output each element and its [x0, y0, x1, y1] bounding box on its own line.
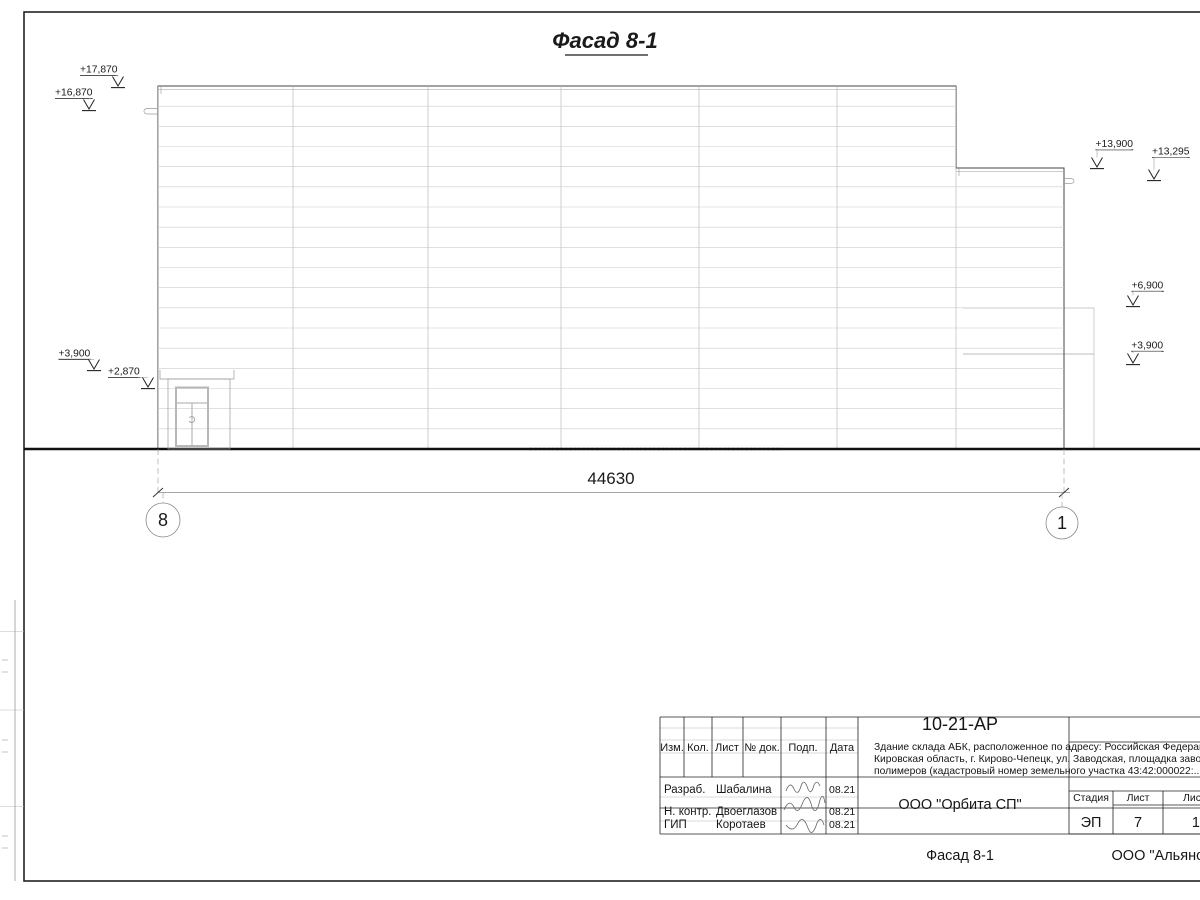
svg-text:ГИП: ГИП — [664, 819, 687, 831]
svg-text:8: 8 — [158, 510, 168, 530]
svg-text:Дата: Дата — [830, 742, 855, 754]
svg-text:Подп.: Подп. — [788, 742, 817, 754]
svg-text:Лист: Лист — [1127, 792, 1150, 804]
svg-text:ООО "Орбита СП": ООО "Орбита СП" — [898, 797, 1021, 813]
svg-text:ООО "Альянс": ООО "Альянс" — [1112, 848, 1200, 864]
svg-text:Листов: Листов — [1183, 792, 1200, 804]
svg-text:ЭП: ЭП — [1081, 815, 1102, 831]
svg-text:Фасад 8-1: Фасад 8-1 — [552, 28, 657, 53]
svg-text:+13,900: +13,900 — [1096, 139, 1134, 150]
svg-text:+16,870: +16,870 — [55, 88, 93, 99]
svg-text:Разраб.: Разраб. — [664, 784, 705, 796]
svg-text:08.21: 08.21 — [829, 784, 855, 796]
svg-text:полимеров (кадастровый номер з: полимеров (кадастровый номер земельного … — [874, 766, 1200, 777]
svg-text:08.21: 08.21 — [829, 806, 855, 818]
svg-text:Стадия: Стадия — [1073, 792, 1109, 804]
svg-text:Н. контр.: Н. контр. — [664, 806, 711, 818]
svg-text:7: 7 — [1134, 815, 1142, 831]
svg-text:44630: 44630 — [587, 469, 634, 488]
svg-text:+3,900: +3,900 — [1131, 340, 1163, 351]
svg-text:17: 17 — [1192, 815, 1200, 831]
svg-text:08.21: 08.21 — [829, 819, 855, 831]
svg-text:+13,295: +13,295 — [1152, 146, 1190, 157]
svg-text:№ док.: № док. — [744, 742, 779, 754]
svg-text:Изм.: Изм. — [660, 742, 684, 754]
svg-text:Лист: Лист — [715, 742, 739, 754]
svg-text:+3,900: +3,900 — [59, 348, 91, 359]
svg-text:1: 1 — [1057, 513, 1067, 533]
svg-text:Кол.: Кол. — [687, 742, 709, 754]
svg-text:Коротаев: Коротаев — [716, 819, 766, 831]
svg-text:+6,900: +6,900 — [1132, 280, 1164, 291]
svg-text:+17,870: +17,870 — [80, 65, 118, 76]
svg-text:Шабалина: Шабалина — [716, 784, 772, 796]
svg-text:Здание склада АБК, расположенн: Здание склада АБК, расположенное по адре… — [874, 742, 1200, 753]
svg-text:Кировская область, г. Кирово-Ч: Кировская область, г. Кирово-Чепецк, ул.… — [874, 753, 1200, 765]
svg-text:Фасад 8-1: Фасад 8-1 — [926, 848, 994, 864]
svg-text:10-21-АР: 10-21-АР — [922, 714, 998, 734]
svg-text:Двоеглазов: Двоеглазов — [716, 806, 777, 818]
svg-text:+2,870: +2,870 — [108, 367, 140, 378]
